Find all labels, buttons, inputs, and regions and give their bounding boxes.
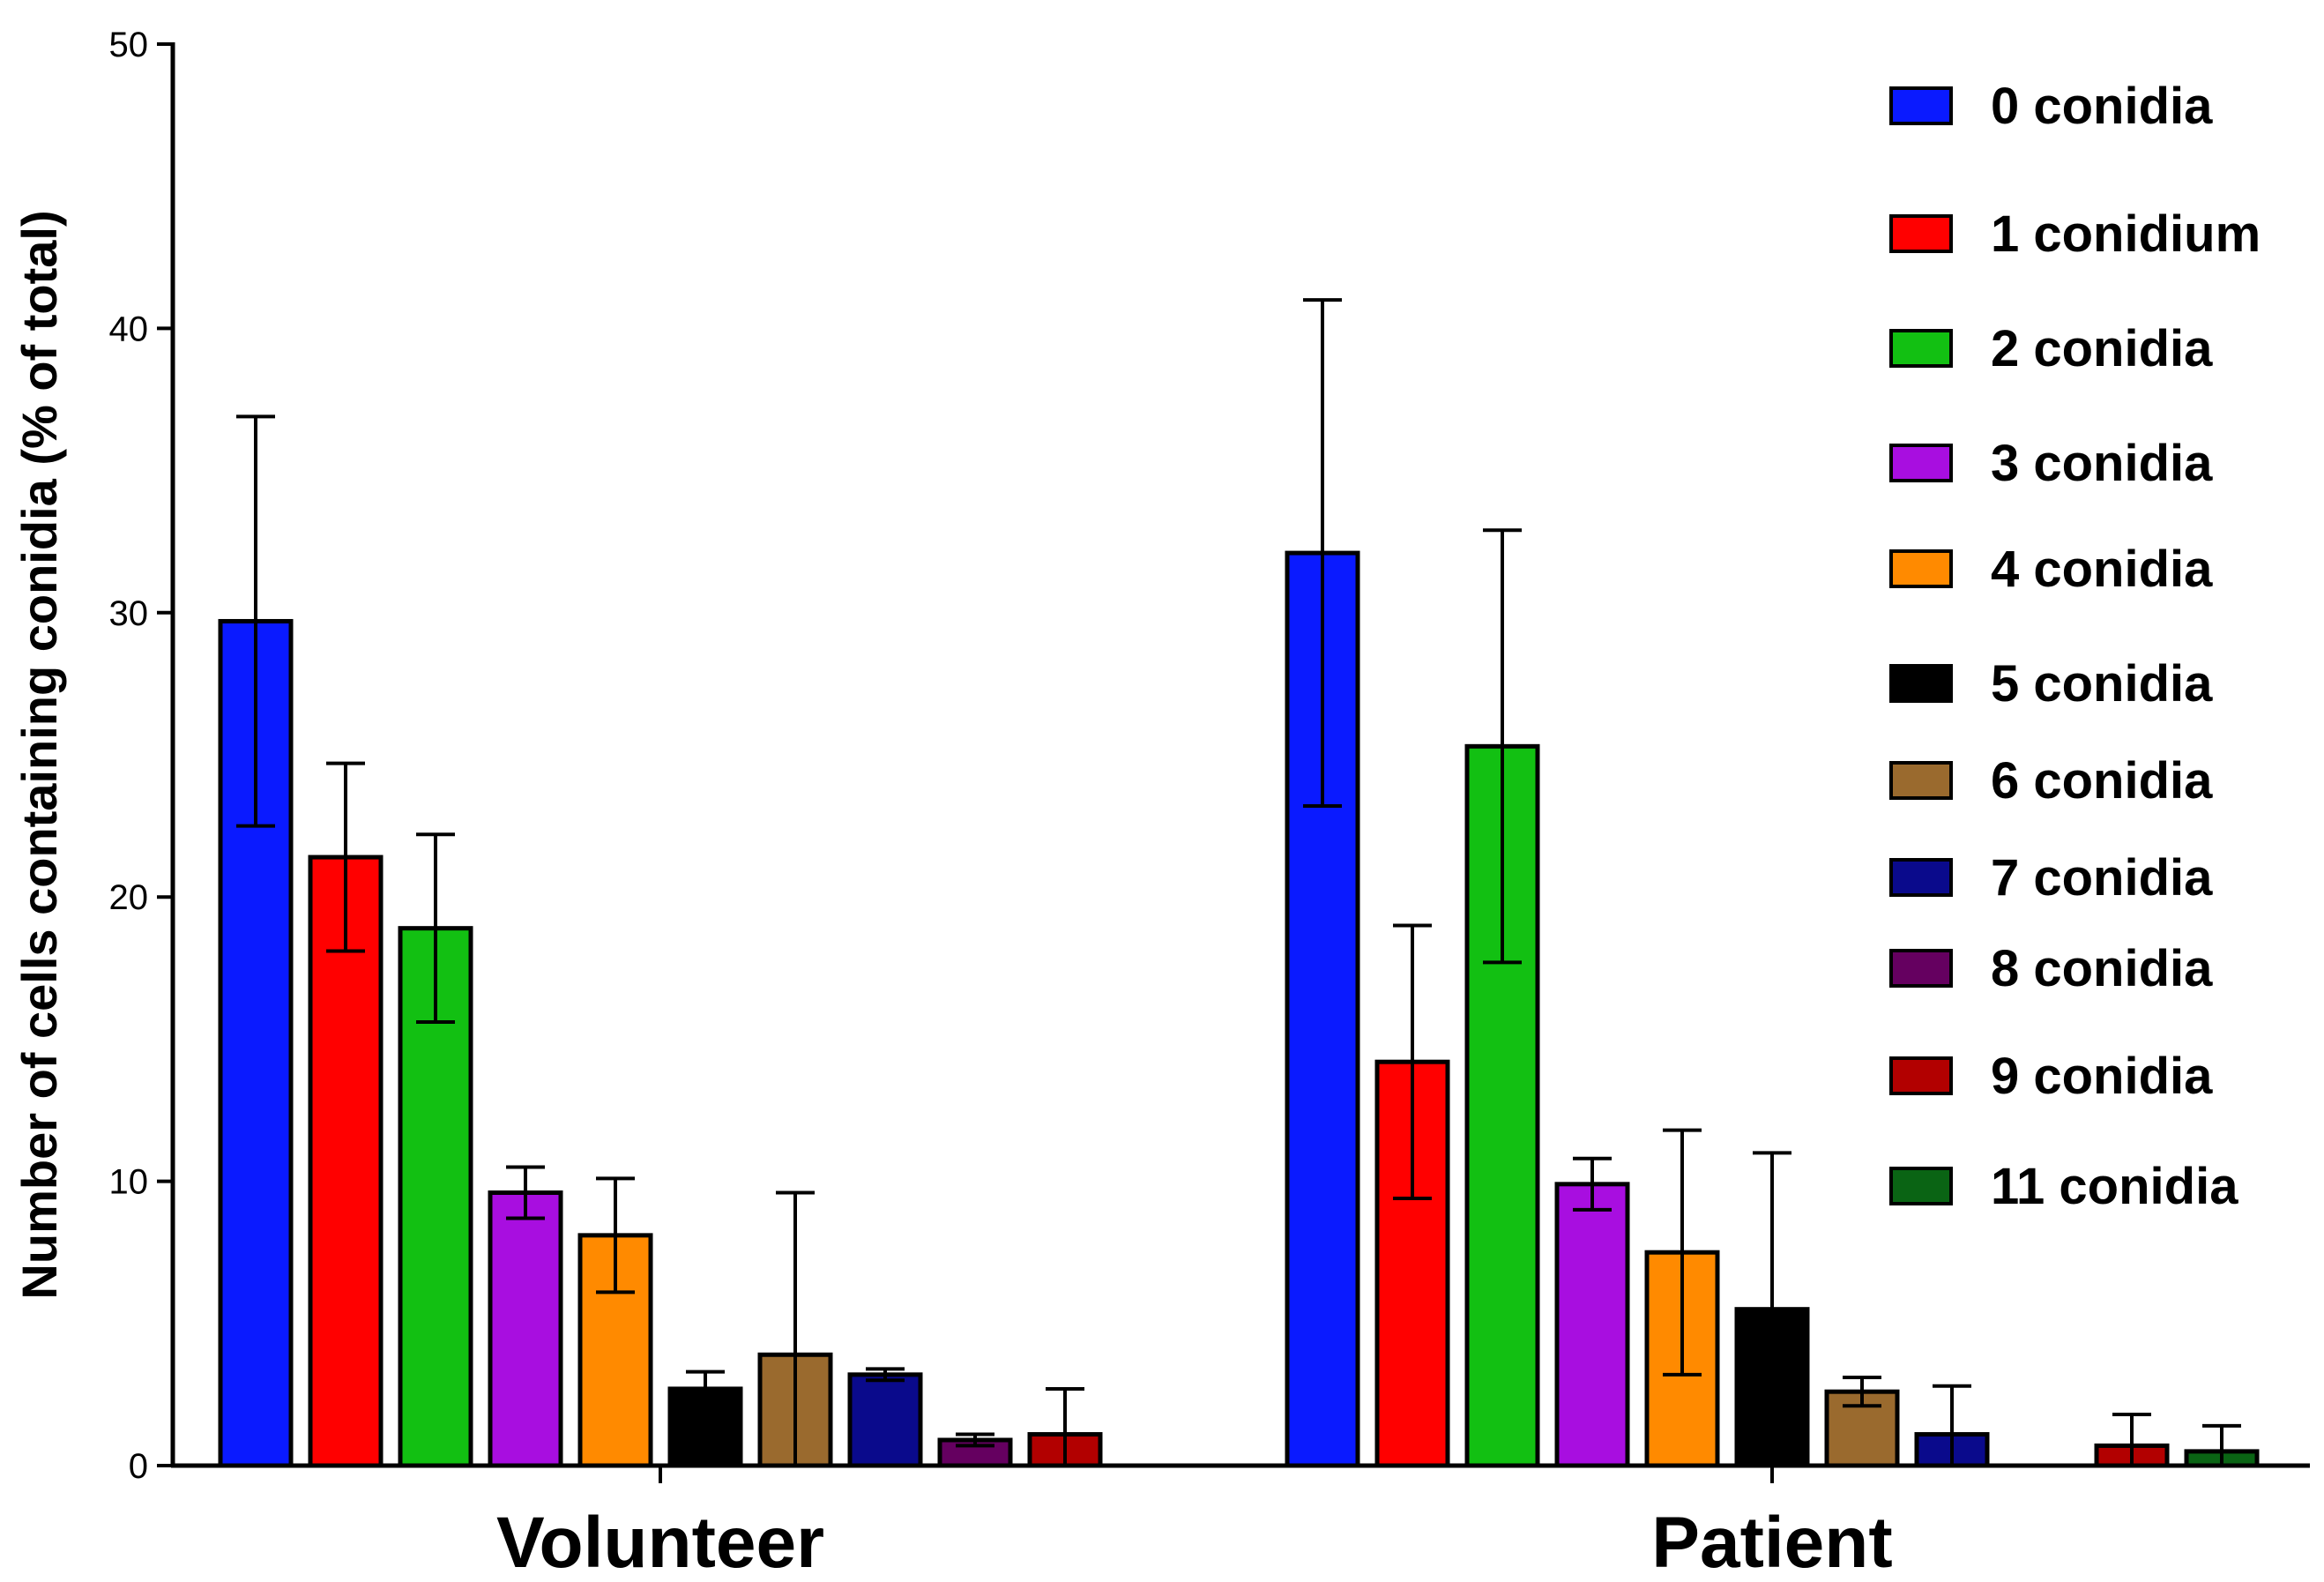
- legend: 0 conidia 1 conidium 2 conidia 3 conidia 4 c…: [1889, 78, 2261, 1215]
- legend-swatch: [1889, 214, 1953, 253]
- bar: [847, 1372, 923, 1468]
- legend-label: 1 conidium: [1991, 205, 2261, 263]
- bar: [1554, 1182, 1630, 1468]
- legend-label: 4 conidia: [1991, 541, 2213, 598]
- y-tick-label: 10: [109, 1163, 149, 1202]
- legend-item: 6 conidia: [1889, 752, 2213, 810]
- y-axis-title: Number of cells containing conidia (% of…: [11, 210, 67, 1299]
- legend-swatch: [1889, 329, 1953, 368]
- legend-swatch: [1889, 86, 1953, 125]
- legend-label: 7 conidia: [1991, 849, 2213, 907]
- legend-swatch: [1889, 1167, 1953, 1205]
- legend-swatch: [1889, 444, 1953, 482]
- legend-label: 5 conidia: [1991, 655, 2213, 713]
- legend-label: 8 conidia: [1991, 940, 2213, 997]
- legend-swatch: [1889, 949, 1953, 988]
- legend-label: 2 conidia: [1991, 320, 2213, 377]
- legend-swatch: [1889, 1056, 1953, 1095]
- legend-swatch: [1889, 858, 1953, 897]
- legend-label: 3 conidia: [1991, 435, 2213, 492]
- legend-swatch: [1889, 664, 1953, 703]
- y-tick-label: 20: [109, 878, 149, 917]
- bar: [398, 926, 473, 1468]
- y-tick-label: 0: [129, 1447, 148, 1486]
- legend-swatch: [1889, 761, 1953, 800]
- legend-item: 3 conidia: [1889, 435, 2213, 492]
- legend-label: 9 conidia: [1991, 1048, 2213, 1105]
- legend-item: 0 conidia: [1889, 78, 2213, 135]
- bar: [488, 1190, 563, 1468]
- legend-item: 1 conidium: [1889, 205, 2261, 263]
- y-tick-label: 50: [109, 26, 149, 64]
- legend-item: 7 conidia: [1889, 849, 2213, 907]
- legend-item: 11 conidia: [1889, 1158, 2238, 1215]
- legend-item: 4 conidia: [1889, 541, 2213, 598]
- legend-item: 2 conidia: [1889, 320, 2213, 377]
- legend-item: 5 conidia: [1889, 655, 2213, 713]
- legend-label: 6 conidia: [1991, 752, 2213, 810]
- bars: [218, 298, 2260, 1468]
- legend-label: 0 conidia: [1991, 78, 2213, 135]
- legend-item: 9 conidia: [1889, 1048, 2213, 1105]
- y-tick-label: 40: [109, 310, 149, 348]
- bar: [308, 854, 384, 1468]
- x-category-label: Volunteer: [496, 1503, 824, 1582]
- legend-item: 8 conidia: [1889, 940, 2213, 997]
- legend-label: 11 conidia: [1991, 1158, 2238, 1215]
- x-category-label: Patient: [1651, 1503, 1892, 1582]
- legend-swatch: [1889, 549, 1953, 588]
- x-axis: Volunteer Patient: [171, 1463, 2310, 1582]
- y-axis: 0 10 20 30 40 50: [109, 26, 175, 1486]
- y-tick-label: 30: [109, 594, 149, 633]
